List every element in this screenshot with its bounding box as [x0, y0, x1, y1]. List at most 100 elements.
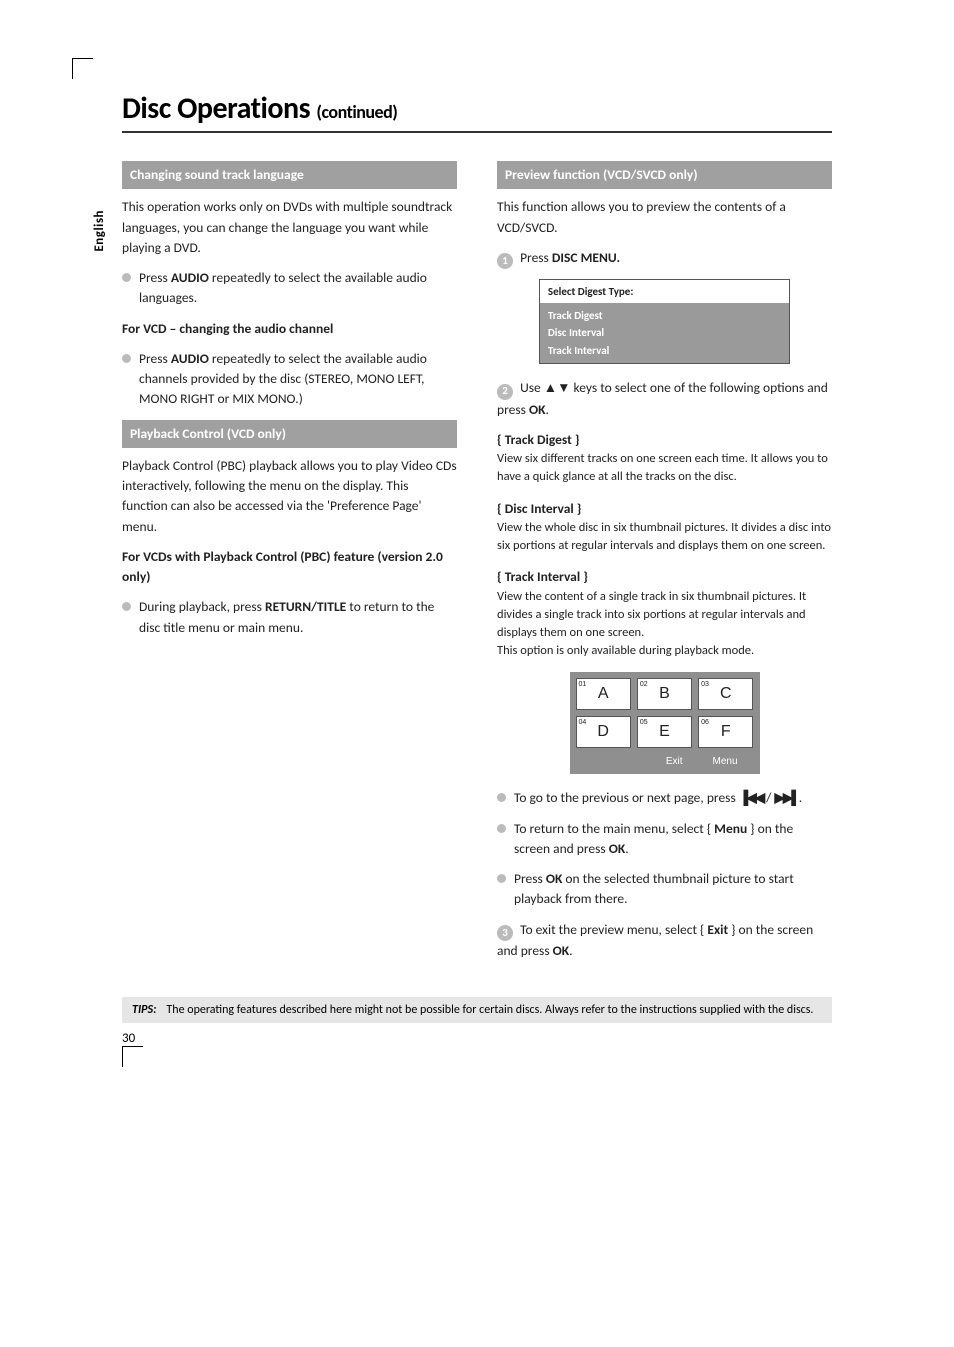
manual-page: English Disc Operations (continued) Chan…	[52, 60, 902, 1046]
thumb-row: 01 A 02 B 03C	[576, 678, 754, 710]
thumb-idx: 04	[579, 718, 587, 729]
bullet-dot-icon	[497, 793, 506, 802]
thumb-menu: Menu	[712, 754, 737, 769]
thumb-cell: 03C	[698, 678, 753, 710]
digest-option: Disc Interval	[548, 324, 781, 342]
title-main: Disc Operations	[122, 90, 316, 127]
txt-bold: RETURN/TITLE	[265, 598, 346, 615]
bullet-text: Press AUDIO repeatedly to select the ava…	[139, 349, 457, 410]
thumbnail-grid: 01 A 02 B 03C 04 D 05 E 06 F Exit Menu	[570, 672, 760, 774]
option-desc-text: View the whole disc in six thumbnail pic…	[497, 520, 831, 553]
step-1: 1 Press DISC MENU.	[497, 248, 832, 269]
txt-bold: AUDIO	[171, 269, 209, 286]
txt-part: .	[625, 840, 628, 857]
thumb-letter: A	[598, 682, 609, 706]
thumb-letter: E	[659, 720, 670, 744]
txt-part: To exit the preview menu, select {	[520, 921, 707, 938]
tips-label: TIPS:	[132, 1003, 156, 1017]
option-disc-interval: { Disc Interval } View the whole disc in…	[497, 499, 832, 556]
preview-intro: This function allows you to preview the …	[497, 197, 832, 238]
bullet-dot-icon	[122, 602, 131, 611]
txt-part: .	[799, 789, 802, 806]
digest-option: Track Interval	[548, 342, 781, 360]
bullet-text: Press OK on the selected thumbnail pictu…	[514, 869, 832, 910]
bullet-dot-icon	[122, 354, 131, 363]
nav-prev-icon: ▐◀◀	[739, 790, 763, 805]
step-3: 3 To exit the preview menu, select { Exi…	[497, 920, 832, 962]
thumb-letter: D	[597, 720, 609, 744]
right-column: Preview function (VCD/SVCD only) This fu…	[497, 151, 832, 971]
section-bar-preview: Preview function (VCD/SVCD only)	[497, 161, 832, 189]
title-rule	[122, 131, 832, 133]
txt-part: During playback, press	[139, 598, 265, 615]
bullet-audio-channel: Press AUDIO repeatedly to select the ava…	[122, 349, 457, 410]
txt-bold: Menu	[714, 820, 747, 837]
txt-part: Press	[139, 269, 171, 286]
sound-track-intro: This operation works only on DVDs with m…	[122, 197, 457, 258]
txt-part: .	[545, 401, 548, 418]
tips-text: The operating features described here mi…	[166, 1003, 813, 1017]
txt-part: Press	[139, 350, 171, 367]
thumb-idx: 03	[701, 680, 709, 691]
option-track-digest: { Track Digest } View six different trac…	[497, 430, 832, 487]
digest-type-box: Select Digest Type: Track Digest Disc In…	[539, 279, 790, 364]
bullet-dot-icon	[122, 273, 131, 282]
option-label: { Disc Interval }	[497, 499, 832, 519]
bullet-return-menu: To return to the main menu, select { Men…	[497, 819, 832, 860]
title-continued: (continued)	[316, 101, 397, 123]
txt-part: .	[569, 942, 572, 959]
nav-next-icon: ▶▶▌	[774, 790, 798, 805]
option-label: { Track Interval }	[497, 567, 832, 587]
thumb-cell: 02 B	[637, 678, 692, 710]
txt-bold: OK	[553, 942, 570, 959]
thumb-exit: Exit	[666, 754, 683, 769]
thumb-cell: 04 D	[576, 716, 631, 748]
bullet-audio-lang: Press AUDIO repeatedly to select the ava…	[122, 268, 457, 309]
bullet-press-ok: Press OK on the selected thumbnail pictu…	[497, 869, 832, 910]
thumb-footer: Exit Menu	[576, 754, 754, 774]
option-track-interval: { Track Interval } View the content of a…	[497, 567, 832, 660]
thumb-idx: 02	[640, 680, 648, 691]
language-tab: English	[92, 210, 107, 252]
thumb-idx: 06	[701, 718, 709, 729]
tips-bar: TIPS: The operating features described h…	[122, 997, 832, 1023]
page-number: 30	[122, 1031, 832, 1046]
left-column: Changing sound track language This opera…	[122, 151, 457, 971]
bullet-dot-icon	[497, 874, 506, 883]
option-label: { Track Digest }	[497, 430, 832, 450]
thumb-row: 04 D 05 E 06 F	[576, 716, 754, 748]
txt-part: To return to the main menu, select {	[514, 820, 714, 837]
txt-part: Press	[514, 870, 546, 887]
txt-part: /	[763, 789, 774, 806]
step-badge-2: 2	[497, 384, 513, 400]
digest-box-body: Track Digest Disc Interval Track Interva…	[540, 303, 789, 364]
thumb-letter: B	[659, 682, 670, 706]
thumb-idx: 05	[640, 718, 648, 729]
bullet-text: Press AUDIO repeatedly to select the ava…	[139, 268, 457, 309]
thumb-cell: 01 A	[576, 678, 631, 710]
step-badge-1: 1	[497, 253, 513, 269]
txt-bold: DISC MENU.	[552, 249, 620, 266]
content-columns: Changing sound track language This opera…	[122, 151, 832, 971]
thumb-letter: F	[721, 720, 731, 744]
subhead-vcd-audio: For VCD – changing the audio channel	[122, 319, 457, 339]
digest-option: Track Digest	[548, 307, 781, 325]
txt-part: To go to the previous or next page, pres…	[514, 789, 739, 806]
txt-bold: OK	[609, 840, 626, 857]
pbc-intro: Playback Control (PBC) playback allows y…	[122, 456, 457, 537]
bullet-text: To return to the main menu, select { Men…	[514, 819, 832, 860]
bullet-return-title: During playback, press RETURN/TITLE to r…	[122, 597, 457, 638]
page-title: Disc Operations (continued)	[122, 90, 832, 127]
option-desc-text: View the content of a single track in si…	[497, 589, 806, 640]
thumb-cell: 06 F	[698, 716, 753, 748]
txt-bold: Exit	[707, 921, 728, 938]
section-bar-pbc: Playback Control (VCD only)	[122, 420, 457, 448]
section-bar-sound-track: Changing sound track language	[122, 161, 457, 189]
bullet-prev-next: To go to the previous or next page, pres…	[497, 788, 832, 808]
bullet-text: To go to the previous or next page, pres…	[514, 788, 832, 808]
thumb-idx: 01	[579, 680, 587, 691]
step-2: 2 Use ▲▼ keys to select one of the follo…	[497, 378, 832, 420]
option-note: This option is only available during pla…	[497, 643, 754, 658]
txt-bold: OK	[546, 870, 563, 887]
subhead-pbc-feature: For VCDs with Playback Control (PBC) fea…	[122, 547, 457, 588]
